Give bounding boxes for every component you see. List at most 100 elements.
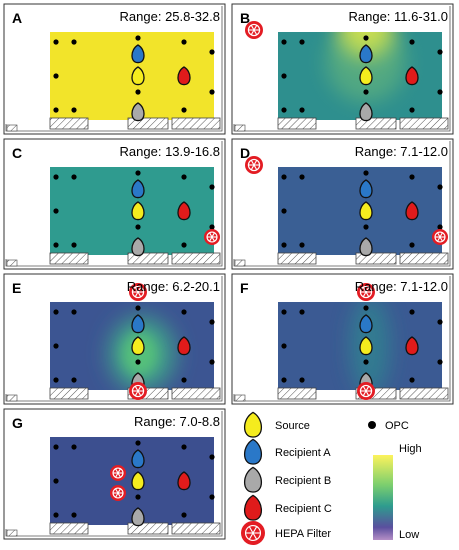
opc-dot: [181, 107, 187, 113]
opc-dot: [409, 174, 415, 180]
hepa-filter-icon: [245, 21, 263, 39]
opc-dot: [299, 377, 305, 383]
hepa-filter-icon: [129, 382, 147, 400]
panel-range: Range: 6.2-20.1: [127, 279, 220, 294]
panel-range: Range: 7.1-12.0: [355, 279, 448, 294]
source-marker: [131, 201, 145, 221]
opc-dot: [281, 377, 287, 383]
opc-dot: [181, 512, 187, 518]
opc-dot: [409, 309, 415, 315]
recipient-c-marker: [405, 201, 419, 221]
recipient-b-marker: [359, 237, 373, 257]
opc-dot: [181, 309, 187, 315]
opc-dot: [53, 377, 59, 383]
opc-dot: [135, 305, 141, 311]
opc-dot: [363, 305, 369, 311]
opc-dot: [209, 454, 215, 460]
panel-letter: F: [240, 280, 249, 296]
opc-dot: [363, 89, 369, 95]
opc-dot: [281, 73, 287, 79]
recipient-a-marker: [359, 44, 373, 64]
source-marker: [131, 336, 145, 356]
opc-dot: [409, 107, 415, 113]
legend-recipient-a-label: Recipient A: [275, 447, 331, 459]
color-scale-high-label: High: [399, 443, 422, 455]
opc-dot: [53, 73, 59, 79]
opc-dot: [209, 494, 215, 500]
opc-dot: [71, 512, 77, 518]
recipient-c-marker: [405, 66, 419, 86]
opc-dot: [53, 343, 59, 349]
panel-c: C Range: 13.9-16.8: [3, 138, 226, 270]
legend-recipient-b-label: Recipient B: [275, 475, 331, 487]
legend-recipient-c-marker: [243, 494, 263, 521]
opc-dot: [437, 224, 443, 230]
source-marker: [359, 201, 373, 221]
recipient-b-marker: [359, 102, 373, 122]
legend-hepa-label: HEPA Filter: [275, 528, 331, 540]
legend-opc-dot: [368, 421, 376, 429]
legend-recipient-c-label: Recipient C: [275, 503, 332, 515]
panel-letter: G: [12, 415, 23, 431]
opc-dot: [363, 35, 369, 41]
source-marker: [131, 66, 145, 86]
panel-e: E Range: 6.2-20.1: [3, 273, 226, 405]
opc-dot: [363, 359, 369, 365]
opc-dot: [209, 359, 215, 365]
opc-dot: [209, 184, 215, 190]
opc-dot: [71, 309, 77, 315]
opc-dot: [71, 377, 77, 383]
opc-dot: [135, 170, 141, 176]
opc-dot: [135, 224, 141, 230]
opc-dot: [71, 174, 77, 180]
opc-dot: [53, 39, 59, 45]
legend-recipient-a-marker: [243, 438, 263, 465]
opc-dot: [437, 359, 443, 365]
panel-d: D Range: 7.1-12.0: [231, 138, 454, 270]
opc-dot: [363, 224, 369, 230]
hepa-filter-icon: [432, 229, 448, 245]
opc-dot: [299, 107, 305, 113]
opc-dot: [71, 242, 77, 248]
source-marker: [359, 336, 373, 356]
opc-dot: [281, 309, 287, 315]
recipient-a-marker: [359, 314, 373, 334]
opc-dot: [135, 359, 141, 365]
opc-dot: [437, 89, 443, 95]
recipient-b-marker: [131, 237, 145, 257]
opc-dots: [53, 170, 215, 248]
opc-dot: [363, 170, 369, 176]
panel-range: Range: 13.9-16.8: [120, 144, 220, 159]
opc-dots: [281, 35, 443, 113]
opc-dot: [53, 309, 59, 315]
opc-dot: [181, 377, 187, 383]
panel-g: G Range: 7.0-8.8: [3, 408, 226, 540]
color-scale-bar: [373, 455, 393, 540]
opc-dot: [181, 444, 187, 450]
opc-dot: [181, 174, 187, 180]
recipient-b-marker: [131, 102, 145, 122]
opc-dot: [53, 478, 59, 484]
opc-dot: [299, 174, 305, 180]
hepa-filter-icon: [357, 283, 375, 301]
recipient-c-marker: [405, 336, 419, 356]
legend-source-marker: [243, 411, 263, 438]
opc-dot: [281, 343, 287, 349]
recipient-a-marker: [131, 179, 145, 199]
panel-letter: E: [12, 280, 21, 296]
opc-dot: [299, 39, 305, 45]
opc-dot: [281, 39, 287, 45]
opc-dot: [209, 89, 215, 95]
hepa-filter-icon: [129, 283, 147, 301]
recipient-c-marker: [177, 471, 191, 491]
panel-letter: C: [12, 145, 22, 161]
panel-b: B Range: 11.6-31.0: [231, 3, 454, 135]
recipient-a-marker: [131, 449, 145, 469]
opc-dot: [71, 39, 77, 45]
hepa-filter-icon: [357, 382, 375, 400]
panel-range: Range: 25.8-32.8: [120, 9, 220, 24]
legend-opc-label: OPC: [385, 420, 409, 432]
opc-dot: [299, 242, 305, 248]
opc-dot: [299, 309, 305, 315]
